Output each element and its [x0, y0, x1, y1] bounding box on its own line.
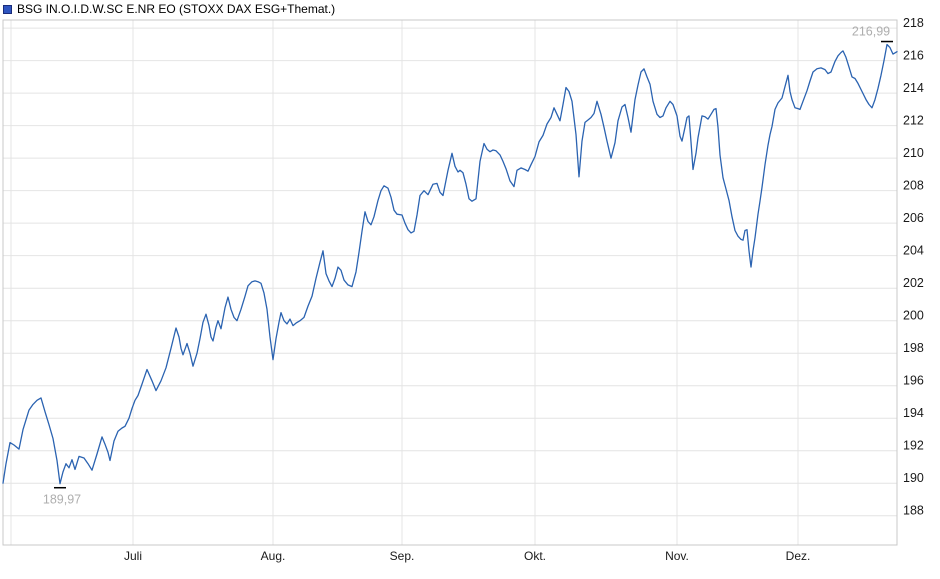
y-axis-label: 202	[903, 276, 924, 290]
y-axis-label: 192	[903, 439, 924, 453]
x-axis-label: Juli	[124, 549, 142, 563]
chart-title: BSG IN.O.I.D.W.SC E.NR EO (STOXX DAX ESG…	[17, 2, 336, 16]
y-axis-label: 196	[903, 374, 924, 388]
y-axis-label: 206	[903, 211, 924, 225]
plot-area[interactable]	[2, 19, 898, 546]
y-axis-label: 214	[903, 81, 924, 95]
y-axis-label: 204	[903, 244, 924, 258]
y-axis-label: 190	[903, 471, 924, 485]
y-axis-label: 194	[903, 406, 924, 420]
x-axis-label: Okt.	[524, 549, 546, 563]
y-axis-label: 218	[903, 16, 924, 30]
x-axis-label: Aug.	[261, 549, 286, 563]
high-value-label: 216,99	[852, 25, 890, 39]
y-axis-label: 198	[903, 341, 924, 355]
y-axis-label: 208	[903, 179, 924, 193]
x-axis-label: Nov.	[665, 549, 689, 563]
price-line	[2, 43, 898, 485]
y-axis-label: 212	[903, 114, 924, 128]
y-axis-label: 188	[903, 504, 924, 518]
x-axis-label: Sep.	[390, 549, 415, 563]
series-legend-square-icon	[3, 4, 12, 14]
x-axis-label: Dez.	[786, 549, 811, 563]
y-axis-label: 216	[903, 49, 924, 63]
low-value-label: 189,97	[43, 493, 81, 507]
y-axis-label: 200	[903, 309, 924, 323]
y-axis-label: 210	[903, 146, 924, 160]
chart-header: BSG IN.O.I.D.W.SC E.NR EO (STOXX DAX ESG…	[3, 2, 335, 16]
